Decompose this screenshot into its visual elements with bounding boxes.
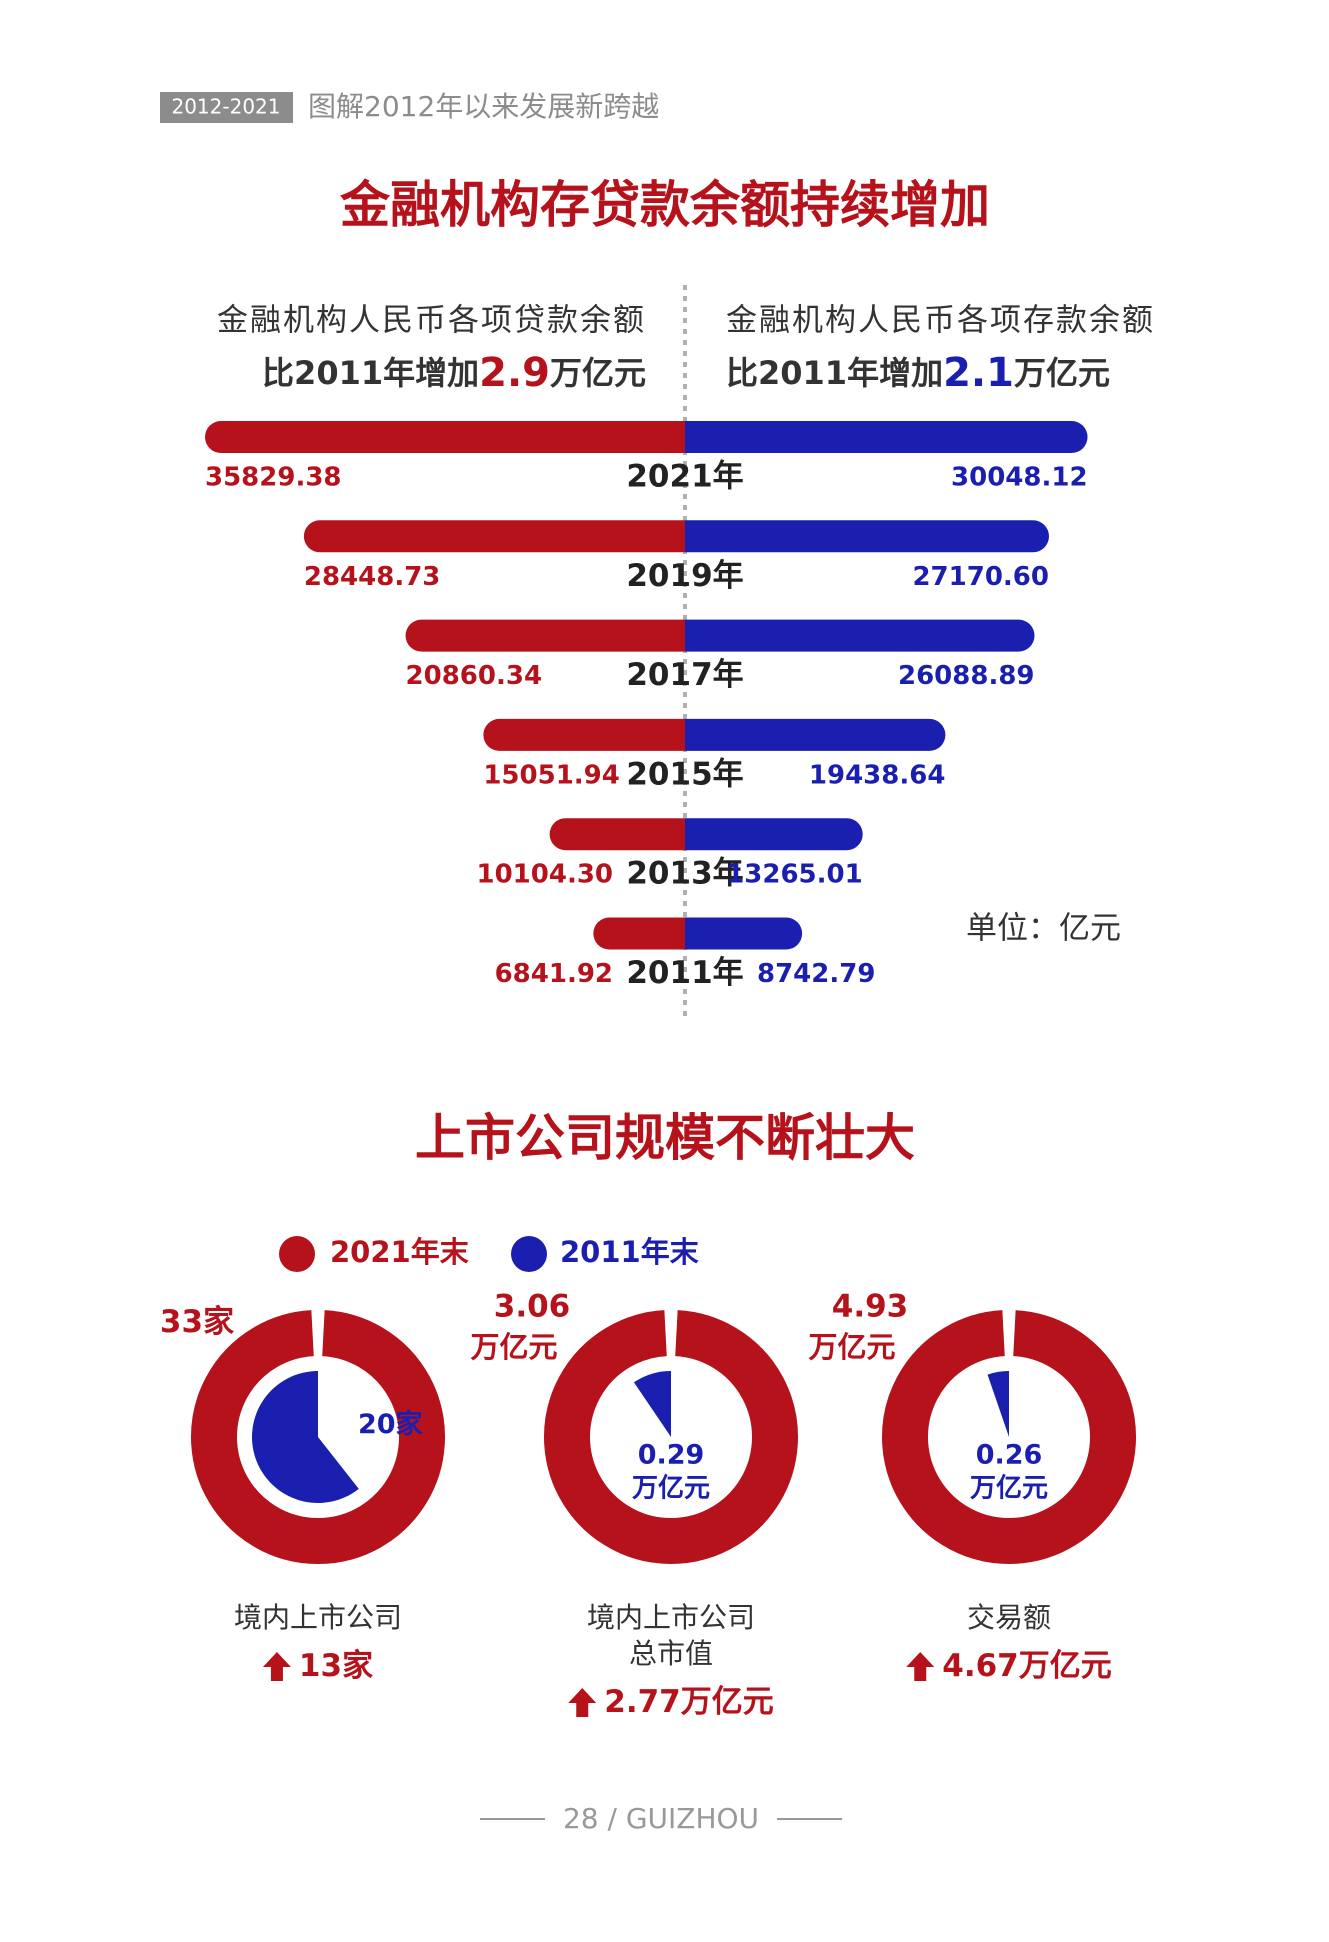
value-label: 28448.73 bbox=[304, 562, 441, 592]
year-label: 2013年 bbox=[626, 856, 743, 892]
unit-label: 单位：亿元 bbox=[966, 911, 1121, 947]
category-label: 交易额 bbox=[967, 1601, 1051, 1634]
subtitle-part: 万亿元 bbox=[550, 354, 646, 392]
series-subtitle: 比2011年增加2.9万亿元 bbox=[262, 350, 646, 396]
header-tag-box bbox=[160, 92, 293, 123]
value-label: 6841.92 bbox=[495, 959, 613, 989]
bar bbox=[685, 917, 803, 950]
unit: 家 bbox=[203, 1304, 234, 1340]
value: 33 bbox=[160, 1304, 203, 1340]
value-unit: 万亿元 bbox=[808, 1330, 895, 1364]
year-label: 2021年 bbox=[626, 459, 743, 495]
wedge bbox=[251, 1371, 359, 1503]
subtitle-part: 万亿元 bbox=[1014, 354, 1110, 392]
category-label: 境内上市公司 bbox=[587, 1601, 755, 1634]
value-label: 3.06 bbox=[494, 1289, 571, 1325]
value-label: 15051.94 bbox=[483, 760, 620, 790]
legend-label: 2011年末 bbox=[560, 1235, 699, 1269]
series-name: 金融机构人民币各项存款余额 bbox=[726, 303, 1155, 339]
value: 13 bbox=[299, 1648, 342, 1684]
year-label: 2017年 bbox=[626, 657, 743, 693]
bar bbox=[549, 818, 685, 851]
value-label: 33家 bbox=[160, 1304, 234, 1340]
header-title: 图解2012年以来发展新跨越 bbox=[308, 90, 659, 123]
subtitle-part: 比2011年增加 bbox=[262, 354, 479, 392]
ring bbox=[191, 1310, 445, 1564]
value-label: 35829.38 bbox=[205, 463, 342, 493]
ring bbox=[882, 1310, 1136, 1564]
up-arrow bbox=[262, 1652, 291, 1681]
bar bbox=[685, 520, 1049, 553]
year-label: 2019年 bbox=[626, 558, 743, 594]
value-label: 13265.01 bbox=[726, 860, 863, 890]
chart-title: 金融机构存贷款余额持续增加 bbox=[340, 175, 990, 234]
series-name: 金融机构人民币各项贷款余额 bbox=[217, 303, 646, 339]
wedge bbox=[987, 1371, 1009, 1437]
up-arrow bbox=[568, 1688, 597, 1717]
legend-label: 2021年末 bbox=[330, 1235, 469, 1269]
inner-label: 20家 bbox=[358, 1408, 423, 1440]
value-label: 8742.79 bbox=[757, 959, 875, 989]
bar bbox=[685, 421, 1088, 453]
inner-unit: 万亿元 bbox=[970, 1474, 1048, 1504]
subtitle-part: 2.1 bbox=[943, 350, 1014, 396]
value-label: 20860.34 bbox=[406, 661, 543, 691]
bar bbox=[405, 619, 685, 652]
chart-title: 上市公司规模不断壮大 bbox=[415, 1108, 915, 1167]
subtitle-part: 比2011年增加 bbox=[726, 354, 943, 392]
value-label: 27170.60 bbox=[912, 562, 1049, 592]
value: 2.77 bbox=[604, 1684, 681, 1720]
category-label: 总市值 bbox=[629, 1637, 713, 1670]
legend-swatch bbox=[511, 1236, 547, 1272]
bar bbox=[685, 619, 1035, 652]
ring bbox=[544, 1310, 798, 1564]
series-subtitle: 比2011年增加2.1万亿元 bbox=[726, 350, 1110, 396]
bar bbox=[483, 718, 685, 751]
value: 4.67 bbox=[942, 1648, 1019, 1684]
inner-unit: 万亿元 bbox=[632, 1474, 710, 1504]
value: 20 bbox=[358, 1409, 396, 1440]
category-label: 境内上市公司 bbox=[234, 1601, 402, 1634]
inner-label: 0.29 bbox=[638, 1440, 705, 1471]
bar bbox=[593, 917, 685, 950]
year-label: 2011年 bbox=[626, 955, 743, 991]
value-unit: 万亿元 bbox=[470, 1330, 557, 1364]
value-label: 4.93 bbox=[832, 1289, 909, 1325]
footer: 28 / GUIZHOU bbox=[563, 1802, 759, 1835]
bar bbox=[303, 520, 685, 553]
header-tag: 2012-2021 bbox=[171, 95, 280, 119]
inner-label: 0.26 bbox=[976, 1440, 1043, 1471]
bar bbox=[685, 818, 863, 851]
increase-label: 2.77万亿元 bbox=[604, 1684, 774, 1720]
up-arrow bbox=[906, 1652, 935, 1681]
unit: 万亿元 bbox=[681, 1684, 774, 1720]
unit: 家 bbox=[342, 1648, 373, 1684]
value-label: 30048.12 bbox=[951, 463, 1088, 493]
value-label: 10104.30 bbox=[476, 860, 613, 890]
value-label: 26088.89 bbox=[898, 661, 1035, 691]
value-label: 19438.64 bbox=[809, 760, 946, 790]
increase-label: 13家 bbox=[299, 1648, 373, 1684]
subtitle-part: 2.9 bbox=[479, 350, 550, 396]
wedge bbox=[633, 1371, 671, 1437]
bar bbox=[685, 718, 946, 751]
unit: 万亿元 bbox=[1019, 1648, 1112, 1684]
bar bbox=[205, 421, 685, 453]
unit: 家 bbox=[396, 1408, 423, 1440]
year-label: 2015年 bbox=[626, 756, 743, 792]
increase-label: 4.67万亿元 bbox=[942, 1648, 1112, 1684]
legend-swatch bbox=[279, 1236, 315, 1272]
